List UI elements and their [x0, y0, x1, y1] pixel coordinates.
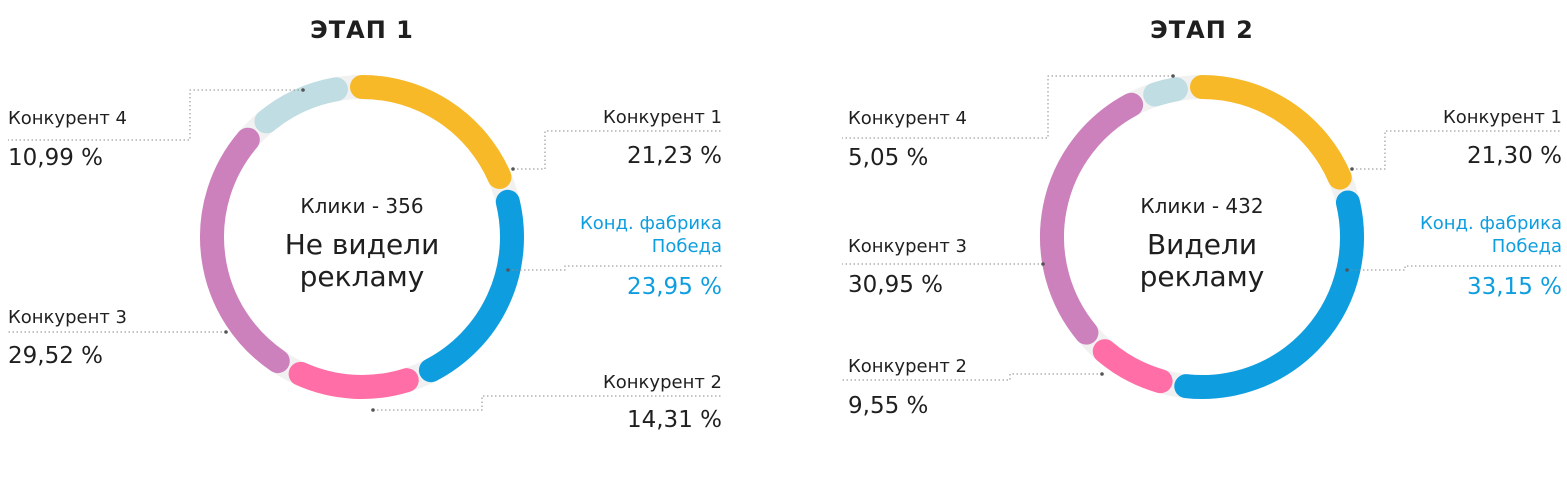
- panel-1-slice-competitor-2: [288, 361, 419, 399]
- panel-1-leader-competitor-2: [373, 395, 722, 411]
- panel-2-slice-competitor-1: [1190, 75, 1352, 190]
- panel-1-label-brand-line-2: Победа: [652, 236, 722, 257]
- panel-1-title: ЭТАП 1: [310, 16, 414, 44]
- panel-1-value-competitor-1: 21,23 %: [627, 143, 722, 169]
- panel-1-value-brand: 23,95 %: [627, 274, 722, 300]
- panel-2-title: ЭТАП 2: [1150, 16, 1254, 44]
- panel-2-value-competitor-3: 30,95 %: [848, 272, 943, 298]
- panel-1-label-competitor-3: Конкурент 3: [8, 307, 127, 328]
- panel-1-slice-brand: [418, 189, 524, 383]
- panel-1-slice-competitor-3: [200, 127, 290, 374]
- panel-1-leader-competitor-1: [513, 130, 722, 170]
- panel-1-leader-dot-competitor-4: [301, 88, 305, 92]
- panel-2-caption-line-1: Видели: [1147, 228, 1257, 261]
- panel-2-leader-brand: [1347, 265, 1562, 271]
- panel-2-slice-competitor-3: [1040, 92, 1144, 345]
- panel-2-label-competitor-3: Конкурент 3: [848, 236, 967, 257]
- panel-1-value-competitor-3: 29,52 %: [8, 343, 103, 369]
- panel-2-label-brand-line-1: Конд. фабрика: [1420, 213, 1562, 234]
- panel-1-label-competitor-1: Конкурент 1: [603, 107, 722, 128]
- panel-2-label-competitor-1: Конкурент 1: [1443, 107, 1562, 128]
- panel-2-value-competitor-4: 5,05 %: [848, 145, 928, 171]
- panel-1-label-competitor-2: Конкурент 2: [603, 372, 722, 393]
- panel-2-label-competitor-2: Конкурент 2: [848, 356, 967, 377]
- panel-1-caption-line-2: рекламу: [300, 260, 425, 293]
- panel-2-ring: [1040, 75, 1364, 399]
- panel-2-value-competitor-1: 21,30 %: [1467, 143, 1562, 169]
- panel-1-leader-brand: [508, 265, 722, 271]
- panel-2-leader-dot-brand: [1345, 268, 1349, 272]
- panel-2-leader-dot-competitor-1: [1350, 167, 1354, 171]
- panel-2-slice-brand: [1174, 190, 1364, 399]
- panel-1-value-competitor-4: 10,99 %: [8, 145, 103, 171]
- panel-2-label-brand-line-2: Победа: [1492, 236, 1562, 257]
- panel-1-label-competitor-4: Конкурент 4: [8, 108, 127, 129]
- panel-1-leader-competitor-4: [8, 89, 303, 141]
- panel-2-leader-competitor-4: [842, 75, 1173, 139]
- panel-2-caption-line-2: рекламу: [1140, 260, 1265, 293]
- panel-2-clicks: Клики - 432: [1140, 194, 1263, 218]
- panel-2-leader-competitor-1: [1352, 130, 1562, 170]
- panel-2-leader-dot-competitor-4: [1171, 74, 1175, 78]
- panel-1-caption-line-1: Не видели: [285, 228, 440, 261]
- panel-2-slice-competitor-4: [1143, 77, 1188, 107]
- panel-2-slice-competitor-2: [1092, 339, 1173, 394]
- panel-1-leader-dot-competitor-2: [371, 408, 375, 412]
- panel-1-label-brand-line-1: Конд. фабрика: [580, 213, 722, 234]
- panel-1-ring: [200, 75, 524, 399]
- panel-1-slice-competitor-4: [254, 77, 348, 134]
- panel-2-value-brand: 33,15 %: [1467, 274, 1562, 300]
- panel-1-clicks: Клики - 356: [300, 194, 423, 218]
- chart-panel-1: ЭТАП 1 Клики - 356 Не видели рекламу Кон…: [8, 16, 722, 433]
- panel-1-value-competitor-2: 14,31 %: [627, 407, 722, 433]
- panel-2-value-competitor-2: 9,55 %: [848, 393, 928, 419]
- panel-2-leader-dot-competitor-2: [1100, 372, 1104, 376]
- panel-2-leader-dot-competitor-3: [1041, 262, 1045, 266]
- panel-1-slice-competitor-1: [350, 75, 512, 190]
- chart-panel-2: ЭТАП 2 Клики - 432 Видели рекламу Конкур…: [842, 16, 1562, 419]
- panel-1-leader-dot-brand: [506, 268, 510, 272]
- panel-1-leader-dot-competitor-3: [224, 330, 228, 334]
- panel-2-label-competitor-4: Конкурент 4: [848, 108, 967, 129]
- panel-1-leader-dot-competitor-1: [511, 167, 515, 171]
